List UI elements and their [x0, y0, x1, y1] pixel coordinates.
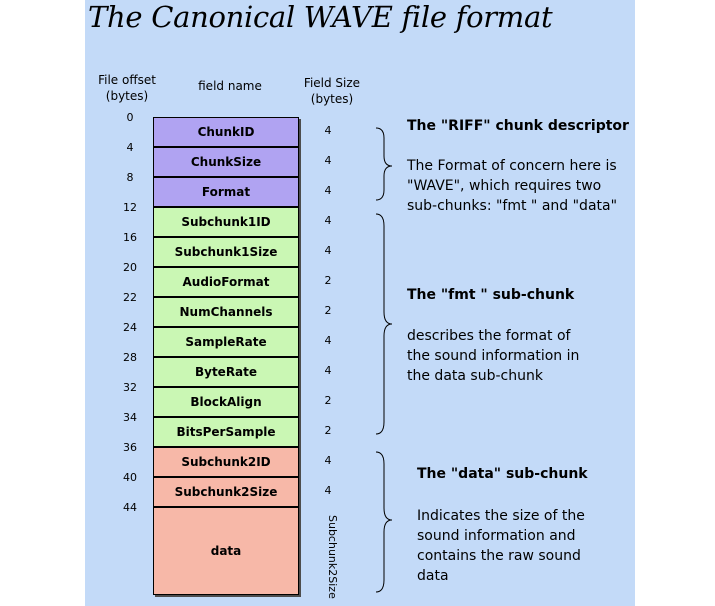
fmt-title: The "fmt " sub-chunk — [407, 287, 575, 303]
fmt-description-line: the sound information in — [407, 348, 580, 364]
offset-label: 40 — [123, 471, 137, 484]
field-audioformat: AudioFormat — [153, 267, 299, 297]
field-samplerate: SampleRate — [153, 327, 299, 357]
diagram-title: The Canonical WAVE file format — [88, 0, 553, 34]
offset-label: 34 — [123, 411, 137, 424]
offset-label: 8 — [126, 171, 134, 184]
field-blockalign: BlockAlign — [153, 387, 299, 417]
offset-label: 28 — [123, 351, 137, 364]
offset-label: 12 — [123, 201, 137, 214]
riff-title: The "RIFF" chunk descriptor — [407, 118, 629, 134]
offset-header-line1: File offset — [98, 73, 156, 87]
fmt-description-line: describes the format of — [407, 328, 571, 344]
riff-description: The Format of concern here is "WAVE", wh… — [407, 156, 617, 216]
size-label: 2 — [324, 424, 332, 437]
size-label: 4 — [324, 484, 332, 497]
offset-label: 32 — [123, 381, 137, 394]
field-subchunk2size: Subchunk2Size — [153, 477, 299, 507]
fmt-description: describes the format of the sound inform… — [407, 326, 579, 386]
size-label: 4 — [324, 184, 332, 197]
field-size-header-line2: (bytes) — [310, 92, 354, 106]
size-label: 2 — [324, 394, 332, 407]
field-chunksize: ChunkSize — [153, 147, 299, 177]
offset-header-line2: (bytes) — [105, 89, 149, 103]
data-description: Indicates the size of the sound informat… — [417, 506, 585, 586]
offset-label: 24 — [123, 321, 137, 334]
field-data: data — [153, 507, 299, 595]
data-description-line: contains the raw sound — [417, 548, 581, 564]
riff-description-line: sub-chunks: "fmt " and "data" — [407, 198, 618, 214]
field-byterate: ByteRate — [153, 357, 299, 387]
fmt-description-line: the data sub-chunk — [407, 368, 543, 384]
field-bitspersample: BitsPerSample — [153, 417, 299, 447]
offset-label: 44 — [123, 501, 137, 514]
riff-description-line: The Format of concern here is — [407, 158, 617, 174]
size-label: 4 — [324, 454, 332, 467]
data-description-line: data — [417, 568, 449, 584]
field-format: Format — [153, 177, 299, 207]
size-label: 4 — [324, 154, 332, 167]
offset-label: 36 — [123, 441, 137, 454]
size-label: 2 — [324, 304, 332, 317]
offset-label: 20 — [123, 261, 137, 274]
size-label: 4 — [324, 244, 332, 257]
brace-data — [375, 451, 393, 593]
size-label: 4 — [324, 334, 332, 347]
field-name-header: field name — [198, 79, 262, 93]
brace-riff — [375, 127, 393, 201]
field-chunkid: ChunkID — [153, 117, 299, 147]
size-label: 4 — [324, 124, 332, 137]
field-size-header-line1: Field Size — [303, 76, 361, 90]
size-label: 4 — [324, 364, 332, 377]
field-numchannels: NumChannels — [153, 297, 299, 327]
offset-header: File offset (bytes) — [92, 72, 162, 104]
field-size-header: Field Size (bytes) — [296, 75, 368, 107]
brace-fmt — [375, 213, 393, 435]
riff-description-line: "WAVE", which requires two — [407, 178, 602, 194]
data-title: The "data" sub-chunk — [417, 466, 588, 482]
offset-label: 22 — [123, 291, 137, 304]
offset-label: 0 — [126, 111, 134, 124]
field-subchunk1id: Subchunk1ID — [153, 207, 299, 237]
offset-label: 16 — [123, 231, 137, 244]
offset-label: 4 — [126, 141, 134, 154]
field-subchunk1size: Subchunk1Size — [153, 237, 299, 267]
data-description-line: sound information and — [417, 528, 576, 544]
data-description-line: Indicates the size of the — [417, 508, 585, 524]
field-subchunk2id: Subchunk2ID — [153, 447, 299, 477]
size-label: 2 — [324, 274, 332, 287]
size-label: 4 — [324, 214, 332, 227]
